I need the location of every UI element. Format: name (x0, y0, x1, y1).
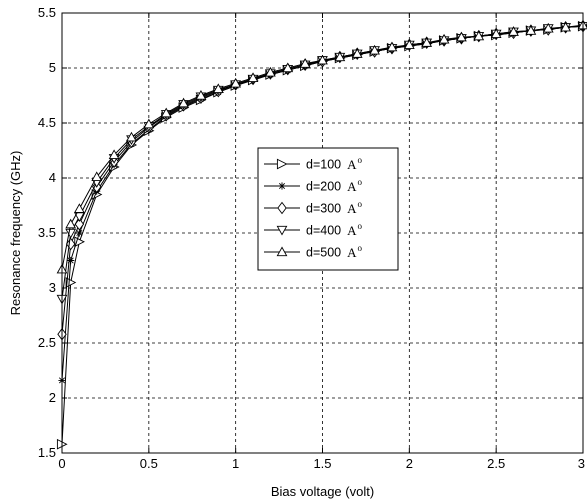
data-point (75, 229, 83, 237)
data-point (230, 77, 242, 88)
legend-marker (276, 158, 288, 170)
data-point (386, 41, 398, 52)
data-point (65, 218, 77, 229)
y-tick-label: 4.5 (38, 115, 56, 130)
x-tick-label: 1 (232, 456, 239, 471)
y-tick-label: 5 (49, 60, 56, 75)
data-point (334, 51, 346, 62)
data-point (438, 33, 450, 44)
legend-unit: A (347, 223, 357, 238)
data-point (525, 25, 537, 35)
y-tick-label: 4 (49, 170, 56, 185)
legend-label: d=100 (306, 158, 341, 172)
legend-unit: A (347, 157, 357, 172)
data-point (317, 54, 328, 65)
data-point (91, 171, 103, 182)
data-point (65, 237, 76, 251)
legend-unit: A (347, 179, 357, 194)
y-tick-label: 2 (49, 390, 56, 405)
series-5 (56, 19, 587, 274)
data-point (143, 118, 155, 129)
y-tick-label: 1.5 (38, 445, 56, 460)
data-point (195, 89, 207, 100)
data-point (369, 44, 380, 55)
data-point (421, 37, 433, 47)
x-axis-label: Bias voltage (volt) (271, 484, 374, 499)
legend-unit: A (347, 201, 357, 216)
legend-unit-sup: o (358, 221, 363, 231)
data-point (282, 62, 294, 73)
data-point (490, 28, 502, 39)
legend-marker (276, 225, 288, 236)
data-point (473, 30, 485, 41)
y-tick-label: 3 (49, 280, 56, 295)
legend-marker (276, 246, 288, 257)
x-tick-label: 3 (578, 456, 585, 471)
legend-label: d=400 (306, 224, 341, 238)
legend-marker (278, 182, 286, 190)
legend-label: d=300 (306, 202, 341, 216)
data-point (126, 131, 137, 142)
data-point (65, 277, 77, 288)
data-point (212, 83, 224, 94)
data-point (178, 97, 189, 108)
data-point (299, 58, 311, 68)
y-axis-label: Resonance frequency (GHz) (8, 151, 23, 316)
legend-unit-sup: o (358, 155, 363, 165)
legend-unit-sup: o (358, 199, 363, 209)
legend-label: d=200 (306, 180, 341, 194)
legend-unit-sup: o (358, 243, 363, 253)
data-point (456, 31, 467, 42)
data-point (265, 66, 276, 77)
x-tick-label: 0.5 (140, 456, 158, 471)
x-tick-label: 1.5 (313, 456, 331, 471)
data-point (403, 39, 415, 50)
ticks (61, 12, 584, 454)
data-point (351, 48, 363, 58)
legend-unit: A (347, 245, 357, 260)
legend-unit-sup: o (358, 177, 363, 187)
data-point (508, 26, 519, 36)
legend-label: d=500 (306, 246, 341, 260)
data-point (74, 203, 85, 213)
data-point (542, 22, 554, 33)
x-tick-label: 2 (406, 456, 413, 471)
data-point (108, 149, 120, 160)
tick-labels: 0 0.5 1 1.5 2 2.5 3 1.5 2 2.5 3 3.5 4 4.5 5 5.5 (38, 5, 585, 471)
y-tick-label: 5.5 (38, 5, 56, 20)
x-tick-label: 2.5 (487, 456, 505, 471)
legend-marker (277, 201, 287, 215)
data-point (560, 21, 571, 32)
data-point (247, 72, 259, 83)
data-point (160, 107, 172, 118)
y-tick-label: 3.5 (38, 225, 56, 240)
y-tick-label: 2.5 (38, 335, 56, 350)
data-point (67, 256, 75, 265)
data-point (65, 228, 77, 239)
x-tick-label: 0 (58, 456, 65, 471)
